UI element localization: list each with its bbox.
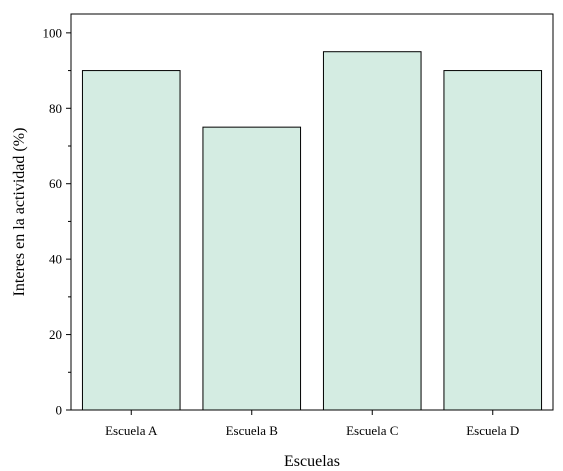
bar-escuela-a	[81, 70, 181, 411]
y-tick-label: 20	[49, 327, 62, 342]
plot-frame	[70, 13, 554, 411]
x-axis-title: Escuelas	[284, 453, 340, 470]
y-tick-label: 0	[56, 403, 63, 418]
y-tick-label: 60	[49, 176, 62, 191]
bar-escuela-d	[443, 70, 543, 411]
x-tick-label: Escuela C	[346, 423, 398, 438]
y-ticks-group: 0 20 40 60 80 100	[43, 25, 71, 418]
y-tick-label: 100	[43, 25, 63, 40]
y-tick-label: 40	[49, 252, 62, 267]
y-axis-title: Interes en la actividad (%)	[11, 128, 28, 297]
x-tick-label: Escuela B	[226, 423, 279, 438]
y-tick-label: 80	[49, 101, 62, 116]
bar-escuela-b	[202, 126, 302, 411]
x-tick-label: Escuela D	[466, 423, 519, 438]
bars-group	[81, 51, 543, 411]
bar-escuela-c	[322, 51, 422, 411]
x-ticks-group: Escuela A Escuela B Escuela C Escuela D	[105, 410, 519, 438]
x-tick-label: Escuela A	[105, 423, 158, 438]
